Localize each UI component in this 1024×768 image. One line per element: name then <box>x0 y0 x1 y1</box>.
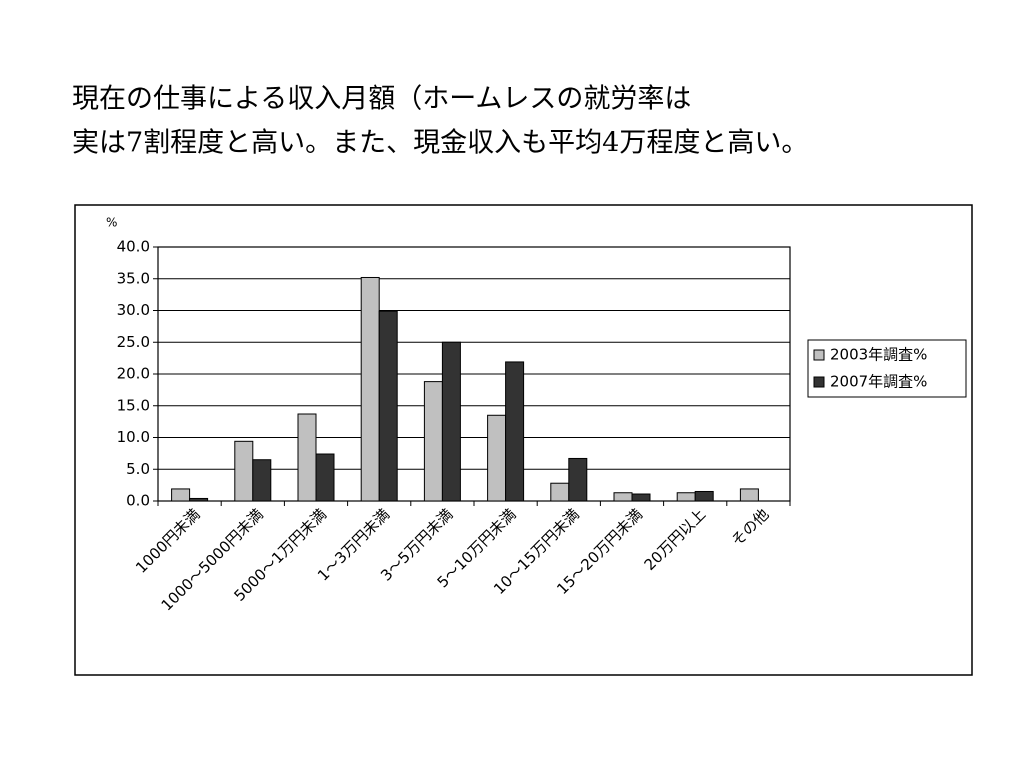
y-tick-label: 20.0 <box>117 365 150 383</box>
legend-box <box>807 339 967 398</box>
y-tick-label: 10.0 <box>117 428 150 446</box>
bar <box>739 488 759 502</box>
y-tick-label: 35.0 <box>117 269 150 287</box>
y-tick-label: 25.0 <box>117 333 150 351</box>
bar <box>613 492 633 502</box>
bar <box>423 381 443 502</box>
bar <box>694 490 714 502</box>
bar <box>315 453 335 502</box>
y-tick-label: 5.0 <box>126 460 150 478</box>
bar <box>297 413 317 502</box>
bar <box>378 310 398 502</box>
legend-swatch <box>813 349 825 361</box>
bar <box>171 488 191 502</box>
bar <box>568 457 588 502</box>
bar <box>360 276 380 502</box>
y-tick-label: 0.0 <box>126 492 150 510</box>
bar <box>441 341 461 502</box>
legend-label: 2003年調査% <box>830 346 927 364</box>
bar <box>631 493 651 502</box>
chart-frame <box>74 204 973 676</box>
bar <box>550 482 570 502</box>
bar <box>676 492 696 502</box>
bar <box>252 459 272 502</box>
y-tick-label: 30.0 <box>117 301 150 319</box>
title-line: 現在の仕事による収入月額（ホームレスの就労率は <box>72 84 691 115</box>
bar <box>189 497 209 502</box>
y-tick-label: 15.0 <box>117 396 150 414</box>
bar <box>234 440 254 502</box>
y-axis-label: % <box>106 216 117 230</box>
y-tick-label: 40.0 <box>117 238 150 256</box>
legend-swatch <box>813 376 825 388</box>
bar <box>487 414 507 502</box>
bar <box>505 361 525 502</box>
legend-label: 2007年調査% <box>830 373 927 391</box>
title-line: 実は7割程度と高い。また、現金収入も平均4万程度と高い。 <box>72 128 808 159</box>
